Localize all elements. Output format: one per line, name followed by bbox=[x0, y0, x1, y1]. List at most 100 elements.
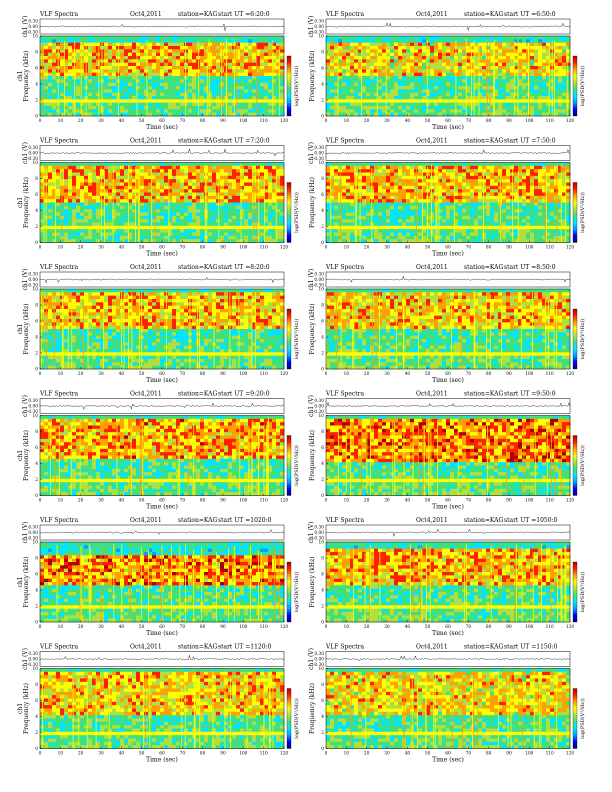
spectrogram-cell bbox=[152, 62, 157, 67]
spectrogram-cell bbox=[276, 219, 281, 223]
spectrogram-cell bbox=[466, 169, 471, 173]
spectrogram-cell bbox=[204, 62, 209, 67]
spectrogram-cell bbox=[260, 179, 265, 183]
spectrogram-cell bbox=[204, 232, 209, 237]
spectrogram-cell bbox=[184, 39, 189, 43]
spectrogram-cell bbox=[116, 225, 121, 230]
spectrogram-cell bbox=[204, 192, 209, 197]
spectrogram-cell bbox=[124, 172, 129, 177]
spectrogram-cell bbox=[414, 72, 419, 77]
spectrogram-cell bbox=[256, 56, 261, 60]
spectrogram-cell bbox=[68, 112, 73, 117]
spectrogram-cell bbox=[124, 109, 129, 113]
spectrogram-cell bbox=[44, 96, 49, 100]
spectrogram-cell bbox=[346, 99, 351, 103]
spectrogram-cell bbox=[240, 106, 245, 110]
spectrogram-cell bbox=[486, 172, 491, 177]
spectrogram-cell bbox=[196, 235, 201, 240]
spectrogram-cell bbox=[208, 69, 213, 73]
spectrogram-cell bbox=[200, 106, 205, 110]
spectrogram-cell bbox=[116, 205, 121, 210]
spectrogram-cell bbox=[534, 82, 539, 87]
spectrogram-cell bbox=[108, 106, 113, 110]
spectrogram-cell bbox=[212, 202, 217, 207]
spectrogram-cell bbox=[264, 66, 269, 70]
spectrogram-cell bbox=[394, 162, 399, 167]
spectrogram-cell bbox=[410, 86, 415, 90]
spectrogram-cell bbox=[366, 172, 371, 177]
spectrogram-cell bbox=[116, 232, 121, 237]
spectrogram-cell bbox=[334, 175, 339, 180]
spectrogram-cell bbox=[538, 62, 543, 67]
spectrogram-cell bbox=[228, 235, 233, 240]
spectrogram-cell bbox=[128, 96, 133, 100]
spectrogram-cell bbox=[342, 66, 347, 70]
spectrogram-cell bbox=[132, 56, 137, 60]
spectrogram-cell bbox=[160, 169, 165, 173]
spectrogram-cell bbox=[402, 172, 407, 177]
spectrogram-cell bbox=[172, 56, 177, 60]
spectrogram-cell bbox=[256, 99, 261, 103]
spectrogram-cell bbox=[96, 179, 101, 183]
spectrogram-cell bbox=[414, 49, 419, 53]
spectrogram-cell bbox=[522, 162, 527, 167]
spectrogram-cell bbox=[168, 185, 173, 190]
spectrogram-cell bbox=[514, 49, 519, 53]
spectrogram-cell bbox=[236, 76, 241, 80]
spectrogram-cell bbox=[522, 52, 527, 57]
spectrogram-cell bbox=[248, 56, 253, 60]
spectrogram-cell bbox=[418, 76, 423, 80]
spectrogram-cell bbox=[40, 229, 45, 233]
spectrogram-cell bbox=[498, 72, 503, 77]
spectrogram-cell bbox=[52, 162, 57, 167]
spectrogram-cell bbox=[466, 56, 471, 60]
spectrogram-cell bbox=[160, 62, 165, 67]
x-tick-label: 40 bbox=[119, 246, 125, 251]
spectrogram-cell bbox=[168, 96, 173, 100]
spectrogram-cell bbox=[244, 49, 249, 53]
spectrogram-cell bbox=[410, 179, 415, 183]
spectrogram-cell bbox=[248, 185, 253, 190]
spectrogram-cell bbox=[268, 66, 273, 70]
spectrogram-cell bbox=[446, 175, 451, 180]
spectrogram-cell bbox=[104, 232, 109, 237]
spectrogram-cell bbox=[144, 192, 149, 197]
spectrogram-cell bbox=[200, 49, 205, 53]
x-tick-label: 70 bbox=[466, 119, 472, 124]
spectrogram-cell bbox=[188, 162, 193, 167]
spectrogram-cell bbox=[88, 162, 93, 167]
spectrogram-cell bbox=[402, 89, 407, 93]
spectrogram-cell bbox=[260, 162, 265, 167]
spectrogram-cell bbox=[442, 175, 447, 180]
spectrogram-cell bbox=[506, 96, 511, 100]
spectrogram-cell bbox=[208, 222, 213, 227]
spectrogram-cell bbox=[398, 102, 403, 107]
spectrogram-cell bbox=[430, 175, 435, 180]
spectrogram-cell bbox=[160, 66, 165, 70]
spectrogram-cell bbox=[248, 215, 253, 220]
spectrogram-cell bbox=[112, 205, 117, 210]
spectrogram-cell bbox=[474, 109, 479, 113]
spectrogram-cell bbox=[486, 99, 491, 103]
spectrogram-cell bbox=[518, 109, 523, 113]
spectrogram-cell bbox=[188, 92, 193, 97]
spectrogram-cell bbox=[52, 86, 57, 90]
spectrogram-cell bbox=[140, 235, 145, 240]
spectrogram-cell bbox=[490, 89, 495, 93]
spectrogram-cell bbox=[510, 162, 515, 167]
spectrogram-cell bbox=[168, 235, 173, 240]
spectrogram-cell bbox=[330, 102, 335, 107]
spectrogram-cell bbox=[470, 42, 475, 47]
spectrogram-cell bbox=[212, 235, 217, 240]
spectrogram-cell bbox=[410, 109, 415, 113]
spectrogram-cell bbox=[64, 82, 69, 87]
spectrogram-cell bbox=[72, 36, 77, 40]
spectrogram-cell bbox=[188, 72, 193, 77]
spectrogram-cell bbox=[554, 102, 559, 107]
spectrogram-cell bbox=[136, 69, 141, 73]
spectrogram-cell bbox=[72, 175, 77, 180]
spectrogram-cell bbox=[124, 76, 129, 80]
spectrogram-cell bbox=[240, 66, 245, 70]
spectrogram-cell bbox=[398, 46, 403, 50]
spectrogram-cell bbox=[558, 69, 563, 73]
